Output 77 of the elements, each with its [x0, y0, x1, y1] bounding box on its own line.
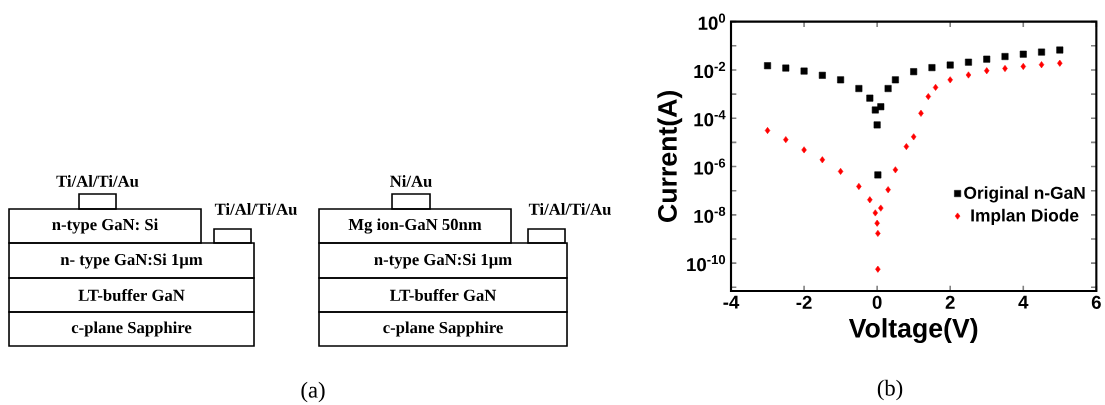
point — [837, 167, 844, 175]
point — [873, 121, 881, 129]
point — [1002, 65, 1008, 72]
point — [875, 265, 881, 273]
point — [965, 71, 972, 79]
point — [884, 85, 892, 93]
text: Ti/Al/Ti/Au — [214, 203, 297, 215]
legend-label: Original n-GaN — [964, 186, 1085, 203]
legend-label: Implan Diode — [971, 208, 1079, 225]
point — [1019, 50, 1027, 58]
y-tick-label: 10$^{0}$ — [698, 13, 726, 30]
text: n-type GaN:Si 1µm — [374, 253, 512, 269]
text: (b) — [877, 379, 903, 401]
point — [764, 62, 772, 70]
point — [1038, 61, 1045, 69]
point — [918, 109, 924, 117]
text: c-plane Sapphire — [71, 321, 192, 337]
x-tick-label: -4 — [723, 295, 740, 309]
point — [984, 67, 990, 75]
point — [932, 83, 939, 91]
text: LT-buffer GaN — [78, 289, 185, 301]
y-tick-label: 10$^{-8}$ — [694, 206, 726, 223]
point — [872, 209, 878, 217]
point — [965, 58, 972, 66]
point — [818, 71, 826, 79]
point — [856, 182, 862, 190]
point — [855, 85, 863, 93]
point — [1057, 59, 1063, 67]
y-tick-label: 10$^{-2}$ — [694, 61, 726, 79]
point — [867, 196, 873, 204]
point — [866, 94, 874, 102]
point — [1056, 46, 1064, 54]
point — [874, 219, 880, 227]
x-axis-title: Voltage(V) — [848, 318, 978, 344]
point — [947, 76, 953, 84]
point — [878, 204, 884, 212]
y-axis-title: Current(A) — [657, 91, 683, 222]
text: c-plane Sapphire — [383, 321, 503, 337]
x-tick-label: 2 — [945, 295, 955, 309]
point — [783, 136, 789, 144]
x-tick-label: 0 — [872, 295, 882, 309]
point — [874, 171, 882, 179]
point — [892, 166, 899, 174]
x-tick-label: -2 — [796, 295, 812, 309]
point — [891, 76, 899, 84]
text: Mg ion-GaN 50nm — [348, 218, 482, 234]
point — [800, 67, 808, 75]
text: Ni/Au — [390, 175, 432, 187]
text: (a) — [301, 381, 325, 403]
point — [764, 127, 771, 134]
text: LT-buffer GaN — [389, 289, 497, 301]
point — [903, 143, 910, 151]
point — [946, 61, 954, 69]
point — [875, 229, 881, 237]
x-tick-label: 6 — [1091, 295, 1101, 309]
point — [819, 156, 826, 164]
point — [877, 103, 885, 111]
y-tick-label: 10$^{-10}$ — [687, 254, 726, 272]
point — [1020, 62, 1026, 70]
point — [983, 55, 991, 63]
point — [1001, 53, 1009, 60]
point — [885, 186, 891, 194]
point — [1038, 48, 1046, 56]
point — [782, 64, 790, 72]
point — [801, 146, 807, 154]
text: n- type GaN:Si 1µm — [60, 253, 203, 269]
point — [925, 93, 931, 101]
y-tick-label: 10$^{-6}$ — [694, 158, 726, 175]
point — [837, 76, 845, 84]
y-tick-label: 10$^{-4}$ — [694, 110, 726, 127]
point — [928, 64, 936, 72]
text: Ti/Al/Ti/Au — [528, 203, 611, 215]
point — [911, 133, 917, 141]
point — [910, 68, 918, 76]
x-tick-label: 4 — [1018, 295, 1029, 309]
text: Ti/Al/Ti/Au — [56, 175, 139, 187]
text: n-type GaN: Si — [52, 218, 159, 234]
